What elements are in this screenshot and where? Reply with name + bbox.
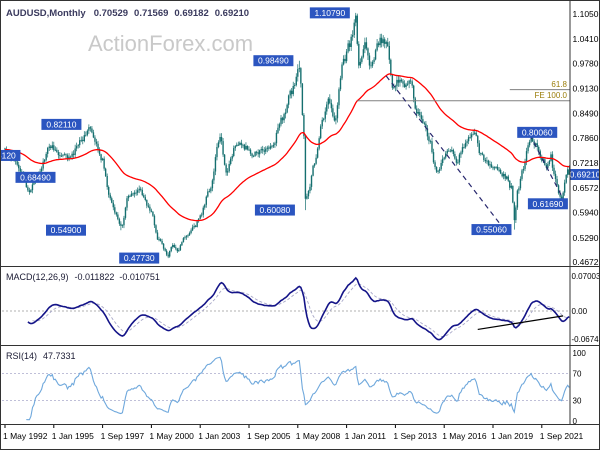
time-axis-label-9: 1 May 2016 xyxy=(442,431,487,441)
price-axis-label-8: 0.5940 xyxy=(573,208,599,218)
macd-trendline[interactable] xyxy=(477,315,564,331)
macd-value-signal: -0.010751 xyxy=(119,272,160,282)
time-axis-label-0: 1 May 1992 xyxy=(3,431,48,441)
title-close: 0.69210 xyxy=(215,8,249,19)
rsi-axis-label-1: 70 xyxy=(573,369,582,378)
fib-level-label-1: FE 100.0 xyxy=(535,91,568,100)
macd-value-main: -0.011822 xyxy=(75,272,115,282)
swing-price-label-0-61690[interactable]: 0.61690 xyxy=(527,198,568,210)
chart-title: AUDUSD,Monthly 0.70529 0.71569 0.69182 0.692… xyxy=(6,8,249,19)
price-axis-label-4: 0.8490 xyxy=(573,109,599,119)
time-axis-label-6: 1 May 2008 xyxy=(296,431,341,441)
time-axis-label-1: 1 Jan 1995 xyxy=(52,431,94,441)
macd-axis-label-1: 0.00 xyxy=(572,307,588,316)
trendlines[interactable] xyxy=(385,75,564,228)
rsi-indicator-label: RSI(14) 47.7331 xyxy=(6,351,76,361)
price-axis-label-10: 0.4672 xyxy=(573,257,599,267)
svg-text:0.74120: 0.74120 xyxy=(0,150,16,160)
time-axis-label-10: 1 Jan 2019 xyxy=(491,431,533,441)
swing-price-labels[interactable]: 1.10790 0.98490 0.82110 0.80060 0.74120 0.684… xyxy=(0,7,568,264)
candlestick-series xyxy=(4,12,570,259)
svg-text:0.61690: 0.61690 xyxy=(533,199,564,209)
price-axis-label-5: 0.7860 xyxy=(573,133,599,143)
time-axis-label-7: 1 Jan 2011 xyxy=(345,431,387,441)
watermark: ActionForex.com xyxy=(88,31,253,56)
time-axis-label-4: 1 Jan 2003 xyxy=(198,431,240,441)
current-price-tag: 0.69210 xyxy=(570,169,600,180)
macd-axis-label-2: -0.06748 xyxy=(572,335,600,344)
trendline-0[interactable] xyxy=(385,75,503,228)
macd-name: MACD(12,26,9) xyxy=(6,272,69,282)
current-price-tag-value: 0.69210 xyxy=(570,170,600,180)
rsi-line[interactable] xyxy=(26,356,570,421)
macd-main-line[interactable] xyxy=(27,276,570,341)
moving-average-overlay[interactable] xyxy=(4,73,570,222)
swing-price-label-0-60080[interactable]: 0.60080 xyxy=(254,204,295,216)
svg-text:1.10790: 1.10790 xyxy=(314,8,345,18)
title-open: 0.70529 xyxy=(94,8,128,19)
time-axis-label-8: 1 Sep 2013 xyxy=(393,431,437,441)
svg-text:0.55060: 0.55060 xyxy=(476,225,507,235)
rsi-axis-label-2: 30 xyxy=(573,397,582,406)
price-axis-label-6: 0.7218 xyxy=(573,158,599,168)
swing-price-label-0-47730[interactable]: 0.47730 xyxy=(119,252,160,264)
title-low: 0.69182 xyxy=(174,8,208,19)
main-plot-area[interactable] xyxy=(2,2,568,265)
ma-line[interactable] xyxy=(4,73,570,222)
swing-price-label-0-80060[interactable]: 0.80060 xyxy=(517,126,558,138)
price-axis-label-3: 0.9130 xyxy=(573,84,599,94)
swing-price-label-0-55060[interactable]: 0.55060 xyxy=(471,224,512,236)
time-axis-label-11: 1 Sep 2021 xyxy=(540,431,584,441)
svg-text:0.54900: 0.54900 xyxy=(51,225,82,235)
fib-level-label-0: 61.8 xyxy=(551,80,567,89)
rsi-value: 47.7331 xyxy=(43,351,76,361)
price-axis-label-0: 1.1050 xyxy=(573,9,599,19)
rsi-axis-label-0: 100 xyxy=(573,349,587,358)
trendline-1[interactable] xyxy=(529,134,564,199)
svg-text:0.60080: 0.60080 xyxy=(260,205,291,215)
macd-signal-line xyxy=(32,283,570,337)
macd-axis-label-0: 0.07003 xyxy=(572,272,600,281)
price-axis-drag-area[interactable] xyxy=(571,2,599,423)
svg-text:0.68490: 0.68490 xyxy=(20,172,51,182)
macd-panel xyxy=(2,276,570,341)
svg-text:0.98490: 0.98490 xyxy=(258,56,289,66)
price-axis-label-9: 0.5290 xyxy=(573,233,599,243)
swing-price-label-0-54900[interactable]: 0.54900 xyxy=(46,224,86,236)
rsi-plot-area[interactable] xyxy=(2,347,568,423)
candle-bodies xyxy=(4,15,570,257)
title-high: 0.71569 xyxy=(134,8,168,19)
swing-price-label-0-82110[interactable]: 0.82110 xyxy=(41,118,82,130)
svg-text:0.82110: 0.82110 xyxy=(46,119,76,129)
svg-text:0.47730: 0.47730 xyxy=(124,253,155,263)
rsi-name: RSI(14) xyxy=(6,351,37,361)
time-axis-drag-area[interactable] xyxy=(2,426,568,448)
title-symbol: AUDUSD,Monthly xyxy=(6,8,86,19)
axes: 1.1050 1.0410 0.9780 0.9130 0.8490 0.7860 0.72… xyxy=(3,9,600,441)
time-axis-label-2: 1 Sep 1997 xyxy=(101,431,145,441)
macd-plot-area[interactable] xyxy=(2,268,568,344)
swing-price-label-0-74120[interactable]: 0.74120 xyxy=(0,149,21,161)
rsi-panel xyxy=(2,356,570,421)
price-axis-label-1: 1.0410 xyxy=(573,34,599,44)
swing-price-label-0-68490[interactable]: 0.68490 xyxy=(15,171,56,183)
rsi-axis-label-3: 0 xyxy=(573,417,578,426)
macd-indicator-label: MACD(12,26,9) -0.011822 -0.010751 xyxy=(6,272,160,282)
svg-text:0.80060: 0.80060 xyxy=(522,127,553,137)
swing-price-label-1-10790[interactable]: 1.10790 xyxy=(309,7,350,19)
fibonacci-levels[interactable]: 61.8 FE 100.0 xyxy=(357,80,570,102)
time-axis-label-5: 1 Sep 2005 xyxy=(247,431,291,441)
swing-price-label-0-98490[interactable]: 0.98490 xyxy=(253,55,294,67)
price-axis-label-7: 0.6572 xyxy=(573,183,599,193)
current-price-tag-box xyxy=(570,169,600,180)
price-axis-label-2: 0.9780 xyxy=(573,58,599,68)
time-axis-label-3: 1 May 2000 xyxy=(149,431,194,441)
